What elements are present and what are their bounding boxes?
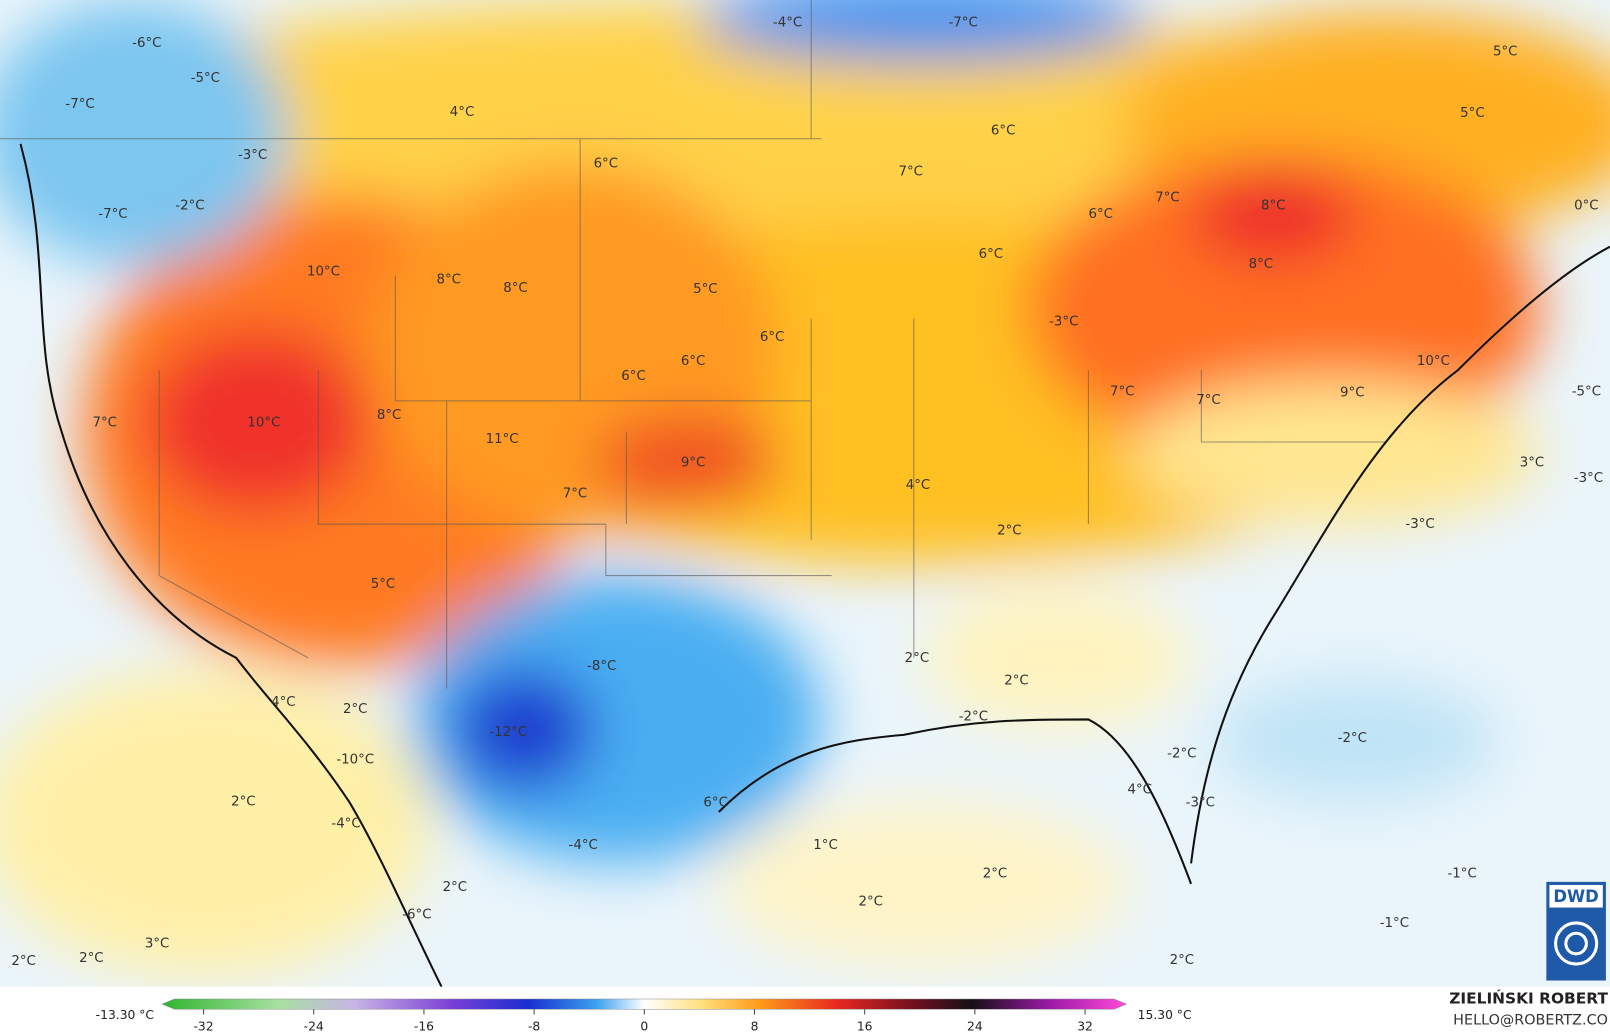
temp-label: 8°C xyxy=(377,408,401,423)
temp-label: -2°C xyxy=(175,199,204,214)
temp-label: 3°C xyxy=(145,937,169,952)
temp-label: -7°C xyxy=(948,16,977,31)
temp-label: 11°C xyxy=(486,432,519,447)
temp-label: 0°C xyxy=(1574,199,1598,214)
temp-label: 6°C xyxy=(979,247,1003,262)
temp-label: -6°C xyxy=(402,908,431,923)
temp-label: -2°C xyxy=(959,709,988,724)
temp-label: -1°C xyxy=(1380,916,1409,931)
temp-label: 5°C xyxy=(1460,106,1484,121)
temp-label: 5°C xyxy=(1493,44,1517,59)
temp-label: 2°C xyxy=(905,651,929,666)
temp-label: -5°C xyxy=(1572,385,1601,400)
temp-label: -8°C xyxy=(587,659,616,674)
temp-label: 7°C xyxy=(1110,385,1134,400)
temp-label: -3°C xyxy=(238,148,267,163)
temp-label: -10°C xyxy=(336,753,374,768)
colorbar-tick-label: 24 xyxy=(967,1019,983,1033)
temp-label: -3°C xyxy=(1405,517,1434,532)
temp-label: -7°C xyxy=(98,207,127,222)
colorbar-max: 15.30 °C xyxy=(1138,1008,1192,1022)
temp-label: 7°C xyxy=(92,415,116,430)
temp-label: -3°C xyxy=(1049,315,1078,330)
temp-label: 4°C xyxy=(271,695,295,710)
temp-label: -1°C xyxy=(1448,867,1477,882)
temp-label: 8°C xyxy=(436,273,460,288)
colorbar-tick-label: -24 xyxy=(304,1019,324,1033)
logo-text: DWD xyxy=(1553,887,1598,906)
colorbar-tick-label: -32 xyxy=(193,1019,213,1033)
temp-label: 2°C xyxy=(858,894,882,909)
temp-label: -7°C xyxy=(65,97,94,112)
temp-label: 2°C xyxy=(443,880,467,895)
temp-label: -12°C xyxy=(489,725,527,740)
temp-label: 2°C xyxy=(79,951,103,966)
colorbar-tick-label: 32 xyxy=(1077,1019,1093,1033)
temp-label: 10°C xyxy=(247,415,280,430)
temp-label: 4°C xyxy=(906,478,930,493)
temp-label: 7°C xyxy=(563,486,587,501)
temperature-labels: -6°C -4°C -7°C 5°C -5°C -7°C 4°C 5°C 6°C -3°C 6°C 7… xyxy=(11,16,1603,969)
colorbar-tick-label: 16 xyxy=(857,1019,873,1033)
colorbar-min: -13.30 °C xyxy=(96,1008,154,1022)
temp-label: 6°C xyxy=(991,124,1015,139)
temp-label: 10°C xyxy=(1417,354,1450,369)
temp-label: 2°C xyxy=(343,702,367,717)
temp-label: -3°C xyxy=(1574,471,1603,486)
temp-label: 3°C xyxy=(1520,456,1544,471)
colorbar-tick-label: -8 xyxy=(528,1019,540,1033)
temp-label: 2°C xyxy=(997,523,1021,538)
colorbar-tick-label: 0 xyxy=(640,1019,648,1033)
temp-label: -4°C xyxy=(569,838,598,853)
temp-label: 2°C xyxy=(983,867,1007,882)
temp-label: 2°C xyxy=(231,795,255,810)
temp-label: -3°C xyxy=(1186,796,1215,811)
credit-name: ZIELIŃSKI ROBERT xyxy=(1449,989,1608,1008)
temp-label: 7°C xyxy=(899,165,923,180)
temp-label: 8°C xyxy=(503,281,527,296)
colorbar: -13.30 °C 15.30 °C -32 -24 -16 -8 0 8 16 24 32 xyxy=(0,986,1610,1035)
temp-label: 2°C xyxy=(1004,673,1028,688)
temp-label: -4°C xyxy=(773,16,802,31)
temp-label: 8°C xyxy=(1249,257,1273,272)
temp-label: 4°C xyxy=(450,105,474,120)
temp-label: 6°C xyxy=(760,330,784,345)
temp-label: -6°C xyxy=(132,36,161,51)
colorbar-tick-label: 8 xyxy=(751,1019,759,1033)
temp-label: 1°C xyxy=(813,838,837,853)
credit-contact: HELLO@ROBERTZ.CO xyxy=(1453,1013,1608,1029)
temp-label: 8°C xyxy=(1261,199,1285,214)
colorbar-tick-label: -16 xyxy=(414,1019,434,1033)
temp-label: 6°C xyxy=(621,369,645,384)
logo: DWD xyxy=(1546,881,1606,981)
temp-label: 2°C xyxy=(11,954,35,969)
temp-label: 5°C xyxy=(693,282,717,297)
temp-label: 6°C xyxy=(1088,207,1112,222)
temp-label: -2°C xyxy=(1338,731,1367,746)
temp-label: 7°C xyxy=(1155,190,1179,205)
temp-label: 5°C xyxy=(371,577,395,592)
colorbar-gradient xyxy=(161,998,1128,1010)
temp-label: 2°C xyxy=(1170,953,1194,968)
temp-label: -5°C xyxy=(191,71,220,86)
map-background xyxy=(0,0,1610,988)
temp-label: 6°C xyxy=(703,796,727,811)
temp-label: -4°C xyxy=(331,816,360,831)
temp-label: 9°C xyxy=(681,456,705,471)
temp-label: 6°C xyxy=(594,156,618,171)
temp-label: 6°C xyxy=(681,354,705,369)
temp-label: 9°C xyxy=(1340,386,1364,401)
temp-label: 10°C xyxy=(307,264,340,279)
temp-label: 4°C xyxy=(1127,782,1151,797)
temp-label: 7°C xyxy=(1196,393,1220,408)
temp-label: -2°C xyxy=(1167,746,1196,761)
